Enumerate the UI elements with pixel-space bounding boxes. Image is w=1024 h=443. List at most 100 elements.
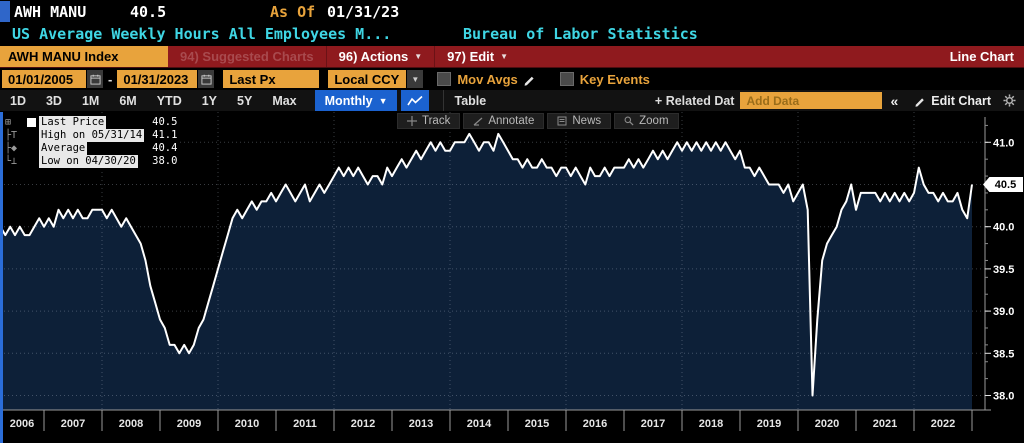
ticker-input-box[interactable]: AWH MANU Index — [0, 46, 168, 67]
legend-row-low[interactable]: └⊥ Low on 04/30/20 38.0 — [5, 155, 177, 168]
x-tick-label: 2009 — [177, 418, 201, 430]
menu-actions[interactable]: 96) Actions ▼ — [325, 46, 435, 67]
period-tab-3d[interactable]: 3D — [45, 93, 62, 108]
currency-select[interactable]: Local CCY — [328, 70, 407, 88]
calendar-button[interactable] — [87, 70, 103, 88]
mov-avgs-checkbox[interactable] — [437, 72, 452, 86]
legend-value: 40.4 — [152, 142, 178, 154]
menu-edit[interactable]: 97) Edit ▼ — [434, 46, 520, 67]
edit-chart-label: Edit Chart — [931, 93, 991, 108]
description-bar: US Average Weekly Hours All Employees M.… — [0, 24, 1024, 46]
x-tick-label: 2010 — [235, 418, 259, 430]
x-tick-label: 2014 — [467, 418, 492, 430]
chart-panel-left-border — [0, 112, 3, 443]
chart-legend: ⊞ Last Price 40.5 ├T High on 05/31/14 41… — [3, 115, 180, 169]
menu-suggested-charts[interactable]: 94) Suggested Charts — [180, 49, 314, 64]
date-to-field[interactable]: 01/31/2023 — [117, 70, 198, 88]
legend-label: Last Price — [39, 116, 107, 129]
x-tick-label: 2007 — [61, 418, 85, 430]
period-tab-1d[interactable]: 1D — [10, 93, 26, 108]
low-marker-icon: └⊥ — [5, 156, 18, 167]
as-of-date: 01/31/23 — [327, 3, 400, 21]
average-marker-icon: ├◆ — [5, 143, 18, 154]
period-tab-1y[interactable]: 1Y — [201, 93, 218, 108]
menu-edit-label: 97) Edit — [447, 49, 495, 64]
chevron-down-icon: ▼ — [378, 95, 388, 106]
date-from-field[interactable]: 01/01/2005 — [2, 70, 86, 88]
y-tick-label: 38.5 — [993, 348, 1014, 360]
annotate-button[interactable]: Annotate — [463, 113, 545, 129]
period-bar: 1D 3D 1M 6M YTD 1Y 5Y Max Monthly ▼ Tabl… — [0, 90, 1024, 112]
x-tick-label: 2011 — [293, 418, 317, 430]
legend-row-high[interactable]: ├T High on 05/31/14 41.1 — [5, 129, 177, 142]
legend-row-average[interactable]: ├◆ Average 40.4 — [5, 142, 177, 155]
area-fill — [0, 133, 972, 410]
chart-region: 2006 2007 2008 2009 2010 2011 2012 2013 2014 2015… — [0, 112, 1024, 443]
y-tick-label: 38.0 — [993, 391, 1014, 403]
chevron-down-icon: ▼ — [500, 52, 509, 61]
news-button[interactable]: News — [547, 113, 612, 129]
track-label: Track — [422, 115, 451, 127]
date-range-separator: - — [108, 71, 113, 87]
price-field-select[interactable]: Last Px — [223, 70, 320, 88]
period-tab-6m[interactable]: 6M — [119, 93, 137, 108]
key-events-label[interactable]: Key Events — [579, 71, 650, 87]
frequency-label: Monthly — [324, 93, 373, 108]
price-chart[interactable]: 2006 2007 2008 2009 2010 2011 2012 2013 2014 2015… — [0, 112, 1024, 443]
calendar-button[interactable] — [198, 70, 215, 88]
currency-dropdown-button[interactable]: ▼ — [407, 70, 424, 88]
legend-label: Low on 04/30/20 — [39, 155, 138, 168]
x-tick-label: 2013 — [409, 418, 433, 430]
period-tab-ytd[interactable]: YTD — [156, 93, 182, 108]
x-tick-label: 2015 — [525, 418, 549, 430]
legend-label: Average — [39, 142, 88, 155]
as-of-label: As Of — [270, 3, 316, 21]
controls-bar: 01/01/2005 - 01/31/2023 Last Px Local CC… — [0, 68, 1024, 90]
track-button[interactable]: Track — [397, 113, 461, 129]
security-last-value: 40.5 — [130, 3, 167, 21]
security-ticker: AWH MANU — [14, 3, 87, 21]
zoom-button[interactable]: Zoom — [614, 113, 679, 129]
line-chart-mode-button[interactable] — [401, 90, 430, 111]
table-view-button[interactable]: Table — [443, 90, 496, 111]
legend-value: 41.1 — [152, 129, 178, 141]
chart-toolbar: Track Annotate News — [397, 113, 679, 129]
period-tab-5y[interactable]: 5Y — [237, 93, 253, 108]
edit-chart-button[interactable]: Edit Chart — [906, 94, 999, 108]
related-data-button[interactable]: + Related Dat — [654, 93, 735, 108]
x-tick-label: 2008 — [119, 418, 143, 430]
legend-label: High on 05/31/14 — [39, 129, 145, 142]
key-events-checkbox[interactable] — [559, 72, 574, 86]
frequency-select[interactable]: Monthly ▼ — [314, 90, 398, 111]
legend-row-last-price[interactable]: ⊞ Last Price 40.5 — [5, 116, 177, 129]
data-source: Bureau of Labor Statistics — [463, 25, 698, 43]
x-tick-label: 2019 — [757, 418, 781, 430]
period-tab-1m[interactable]: 1M — [81, 93, 100, 108]
legend-expander-icon: ⊞ — [5, 117, 12, 128]
title-bar: AWH MANU 40.5 As Of 01/31/23 — [0, 0, 1024, 24]
price-line — [0, 132, 973, 397]
x-tick-label: 2006 — [10, 418, 34, 430]
chart-type-label: Line Chart — [949, 49, 1014, 64]
chart-right-tools: + Related Dat « Edit Chart — [649, 90, 1024, 111]
y-tick-label: 40.0 — [993, 222, 1014, 234]
y-tick-label: 41.0 — [993, 137, 1014, 149]
pencil-icon[interactable] — [523, 73, 536, 86]
x-tick-label: 2018 — [699, 418, 723, 430]
settings-button[interactable] — [999, 94, 1024, 107]
mov-avgs-label[interactable]: Mov Avgs — [457, 71, 518, 87]
track-icon — [407, 116, 417, 126]
pencil-icon — [915, 97, 925, 107]
series-swatch — [27, 118, 36, 127]
period-tab-max[interactable]: Max — [272, 93, 297, 108]
zoom-label: Zoom — [639, 115, 669, 127]
collapse-panel-button[interactable]: « — [890, 92, 899, 109]
add-data-input[interactable] — [740, 92, 883, 109]
x-tick-label: 2017 — [641, 418, 665, 430]
calendar-icon — [201, 74, 212, 85]
x-tick-label: 2020 — [815, 418, 839, 430]
x-tick-label: 2021 — [873, 418, 897, 430]
x-tick-label: 2016 — [583, 418, 607, 430]
line-chart-icon — [407, 95, 424, 105]
